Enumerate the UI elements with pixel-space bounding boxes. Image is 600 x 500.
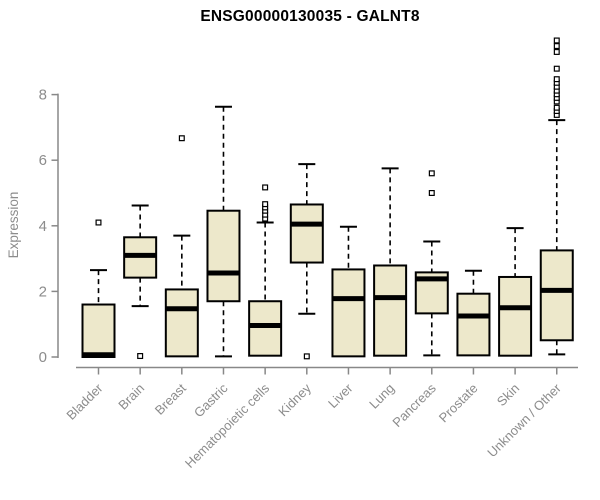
x-category-label: Liver: [325, 380, 356, 411]
x-category-label: Breast: [152, 380, 189, 417]
x-category-label: Brain: [115, 381, 147, 413]
box-rect: [206, 209, 241, 303]
box-rect: [456, 292, 491, 357]
box-group-kidney: [289, 163, 324, 360]
x-category-label: Bladder: [63, 380, 106, 423]
box-group-brain: [123, 204, 158, 360]
outlier-point: [553, 104, 560, 111]
box-group-breast: [164, 135, 199, 358]
box-rect: [164, 288, 199, 358]
y-tick-label: 6: [39, 152, 47, 169]
box-group-pancreas: [414, 170, 449, 357]
x-category-label: Kidney: [275, 380, 314, 419]
outlier-point: [178, 135, 185, 142]
x-category-label: Lung: [366, 381, 397, 412]
x-category-label: Pancreas: [389, 380, 439, 430]
box-group-hematopoietic-cells: [248, 184, 283, 357]
outlier-point: [553, 37, 560, 44]
box-rect: [331, 268, 366, 358]
box-rect: [248, 300, 283, 357]
box-group-bladder: [81, 219, 116, 358]
outlier-point: [137, 353, 144, 360]
outlier-point: [95, 219, 102, 226]
outlier-point: [262, 201, 269, 208]
chart-title: ENSG00000130035 - GALNT8: [200, 8, 420, 25]
y-tick-label: 0: [39, 349, 47, 366]
box-rect: [289, 203, 324, 264]
outlier-point: [553, 76, 560, 83]
box-group-liver: [331, 225, 366, 358]
box-group-lung: [373, 167, 408, 357]
x-category-label: Unknown / Other: [484, 380, 564, 460]
y-tick-label: 2: [39, 283, 47, 300]
box-rect: [373, 264, 408, 357]
box-rect: [498, 275, 533, 357]
x-category-label: Prostate: [436, 381, 481, 426]
box-group-gastric: [206, 105, 241, 358]
y-tick-label: 8: [39, 87, 47, 104]
box-group-prostate: [456, 269, 491, 357]
x-category-label: Skin: [494, 381, 522, 409]
outlier-point: [428, 170, 435, 177]
outlier-point: [553, 48, 560, 55]
outlier-point: [428, 190, 435, 197]
outlier-point: [553, 43, 560, 50]
box-rect: [81, 303, 116, 358]
outlier-point: [553, 65, 560, 72]
y-tick-label: 4: [39, 218, 47, 235]
box-group-skin: [498, 227, 533, 357]
x-category-label: Gastric: [191, 380, 231, 420]
outlier-point: [303, 353, 310, 360]
box-rect: [539, 249, 574, 342]
outlier-point: [262, 184, 269, 191]
box-group-unknown-other: [539, 37, 574, 356]
